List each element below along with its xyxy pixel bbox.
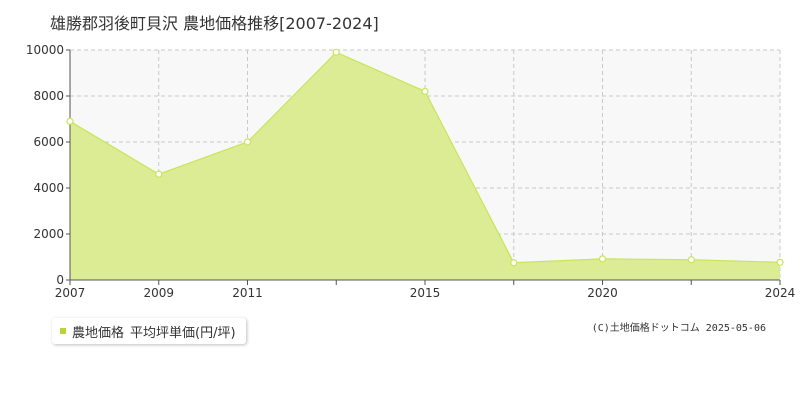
chart-title: 雄勝郡羽後町貝沢 農地価格推移[2007-2024] <box>50 14 379 33</box>
data-point <box>687 256 695 264</box>
legend: 農地価格 平均坪単価(円/坪) <box>52 318 246 344</box>
y-tick-label: 0 <box>56 273 64 287</box>
legend-swatch <box>60 328 66 334</box>
credit-text: (C)土地価格ドットコム 2025-05-06 <box>591 323 766 334</box>
data-point <box>421 87 429 96</box>
data-point <box>776 258 784 266</box>
data-point <box>243 138 252 146</box>
legend-unit-label: 平均坪単価(円/坪) <box>130 325 236 341</box>
y-tick-label: 8000 <box>33 89 64 103</box>
x-tick-label: 2007 <box>55 286 86 300</box>
data-point <box>155 170 163 178</box>
legend-series-label: 農地価格 <box>72 325 125 341</box>
data-point <box>598 255 607 263</box>
y-tick-label: 6000 <box>33 135 64 149</box>
x-tick-label: 2009 <box>143 286 174 300</box>
y-tick-label: 4000 <box>33 181 64 195</box>
data-point <box>66 117 74 125</box>
x-tick-label: 2024 <box>765 286 796 300</box>
data-point <box>510 259 518 267</box>
series-area <box>70 52 780 280</box>
x-tick-label: 2015 <box>410 286 441 300</box>
x-tick-label: 2020 <box>587 286 618 300</box>
data-point <box>332 48 340 56</box>
y-tick-label: 10000 <box>26 43 64 57</box>
y-tick-label: 2000 <box>33 227 64 241</box>
x-tick-label: 2011 <box>232 286 263 300</box>
